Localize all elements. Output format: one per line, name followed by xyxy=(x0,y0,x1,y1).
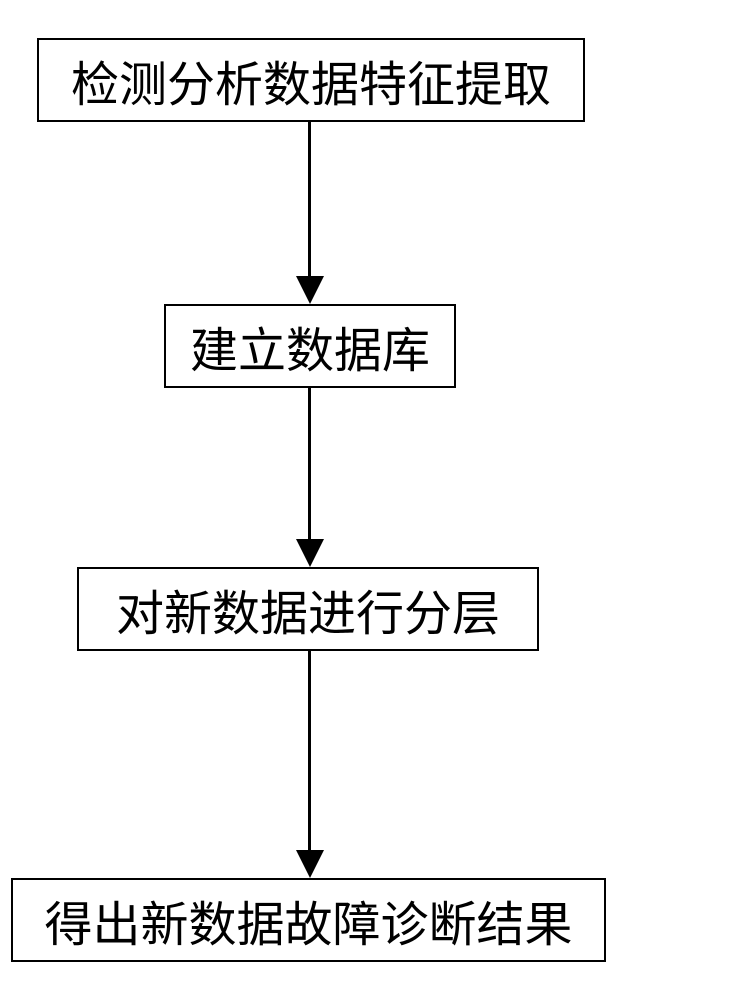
flowchart-node-3: 对新数据进行分层 xyxy=(77,567,539,651)
node-label: 得出新数据故障诊断结果 xyxy=(44,885,572,955)
flowchart-container: 检测分析数据特征提取 建立数据库 对新数据进行分层 得出新数据故障诊断结果 xyxy=(0,0,735,1000)
arrow-line-2 xyxy=(308,388,311,539)
arrow-head-1 xyxy=(296,276,324,304)
flowchart-node-2: 建立数据库 xyxy=(164,304,456,388)
node-label: 检测分析数据特征提取 xyxy=(71,45,551,115)
arrow-head-3 xyxy=(296,850,324,878)
arrow-head-2 xyxy=(296,539,324,567)
arrow-line-1 xyxy=(308,122,311,276)
node-label: 对新数据进行分层 xyxy=(116,574,500,644)
flowchart-node-1: 检测分析数据特征提取 xyxy=(37,38,585,122)
flowchart-node-4: 得出新数据故障诊断结果 xyxy=(11,878,606,962)
node-label: 建立数据库 xyxy=(190,311,430,381)
arrow-line-3 xyxy=(308,651,311,850)
